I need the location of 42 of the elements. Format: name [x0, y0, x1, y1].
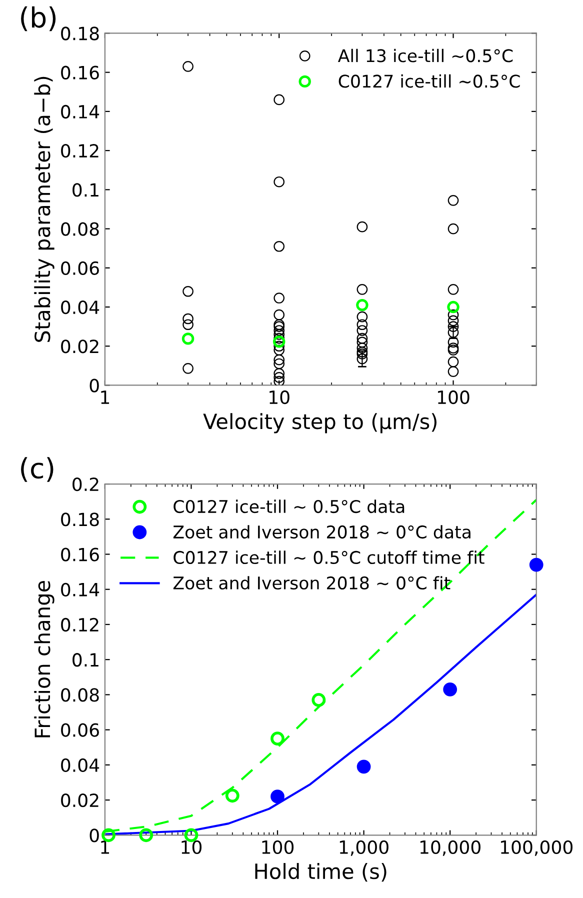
- y-tick-label: 0.08: [61, 222, 99, 236]
- y-tick-label: 0.18: [61, 512, 99, 526]
- y-axis-title: Stability parameter (a−b): [34, 76, 54, 342]
- legend-label: C0127 ice-till ~ 0.5°C cutoff time fit: [174, 550, 484, 564]
- y-tick-label: 0.08: [61, 688, 99, 702]
- y-tick-label: 0.1: [72, 653, 98, 667]
- x-tick-label: 100: [262, 840, 294, 854]
- y-tick-label: 0.14: [61, 104, 100, 119]
- y-tick-label: 0.12: [61, 144, 98, 158]
- x-tick-label: 1: [101, 840, 110, 854]
- x-tick-label: 10,000: [420, 840, 480, 856]
- y-axis-title: Friction change: [34, 580, 54, 738]
- y-tick-label: 0.18: [61, 26, 99, 40]
- x-axis-title: Hold time (s): [255, 863, 386, 882]
- y-tick-label: 0.02: [61, 340, 98, 354]
- x-tick-label: 10: [270, 390, 290, 404]
- legend-label: C0127 ice-till ~0.5°C: [338, 74, 520, 88]
- x-tick-label: 100: [438, 390, 470, 404]
- y-tick-label: 0.16: [61, 66, 99, 80]
- y-tick-label: 0: [90, 828, 99, 842]
- y-tick-label: 0.06: [61, 723, 99, 737]
- legend-label: Zoet and Iverson 2018 ~ 0°C data: [173, 525, 470, 539]
- x-tick-label: 10: [182, 840, 202, 854]
- x-tick-label: 1,000: [340, 840, 388, 856]
- y-tick-label: 0.1: [72, 183, 98, 197]
- legend-label: All 13 ice-till ~0.5°C: [338, 48, 513, 62]
- y-tick-label: 0.04: [61, 300, 100, 314]
- text: (c): [21, 457, 54, 482]
- y-tick-label: 0.14: [61, 582, 100, 596]
- y-tick-label: 0: [90, 378, 99, 392]
- legend-label: Zoet and Iverson 2018 ~ 0°C fit: [173, 576, 450, 590]
- y-tick-label: 0.04: [61, 758, 100, 772]
- y-tick-label: 0.2: [72, 477, 98, 492]
- y-tick-label: 0.02: [61, 793, 98, 808]
- legend-label: C0127 ice-till ~ 0.5°C data: [174, 500, 404, 514]
- y-tick-label: 0.16: [61, 548, 99, 562]
- y-tick-label: 0.12: [61, 618, 98, 632]
- text: (b): [21, 6, 56, 32]
- x-axis-title: Velocity step to (μm/s): [203, 413, 436, 434]
- y-tick-label: 0.06: [61, 261, 99, 276]
- x-tick-label: 100,000: [501, 840, 572, 856]
- x-tick-label: 1: [101, 390, 110, 404]
